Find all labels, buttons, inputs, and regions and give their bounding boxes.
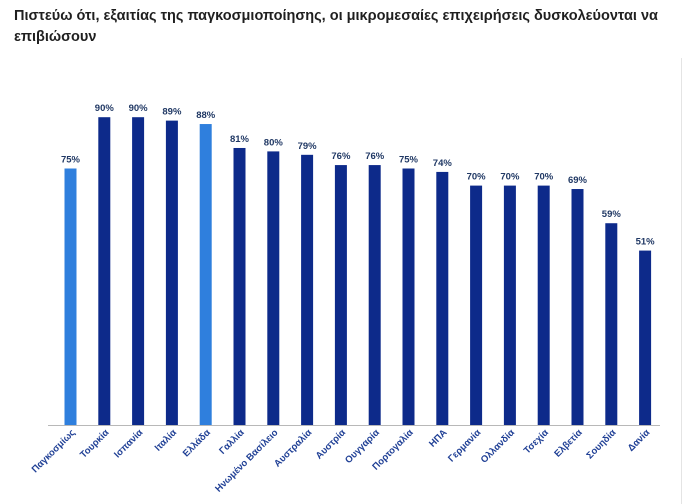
data-label: 76% [331,151,351,162]
data-label: 88% [196,110,216,121]
bar [64,168,77,425]
bar [233,147,246,426]
data-label: 81% [230,134,250,145]
bar [199,124,212,425]
category-label: Γαλλία [217,427,247,457]
category-label: Παγκοσμίως [30,427,78,475]
bar [368,165,381,425]
bar [605,223,618,425]
category-label: Ελλάδα [181,427,213,459]
bar [334,165,347,425]
data-label: 90% [95,103,115,114]
category-label: Ισπανία [112,427,145,460]
data-label: 59% [602,209,622,220]
data-label: 69% [568,175,588,186]
bar [132,117,145,425]
category-label: Γερμανία [446,427,483,464]
data-label: 75% [61,155,81,166]
data-label: 51% [636,237,656,248]
category-label: Ηνωμένο Βασίλειο [213,427,280,494]
bar [503,185,516,425]
bar [165,120,178,426]
category-label: Αυστρία [314,427,348,461]
data-label: 79% [298,141,318,152]
bar [267,151,280,425]
data-label: 70% [467,172,487,183]
data-label: 80% [264,137,284,148]
category-label: Ιταλία [153,427,179,453]
category-label: Τσεχία [522,427,551,456]
bar [98,117,111,425]
data-label: 70% [500,172,520,183]
bar [436,171,449,425]
chart-title: Πιστεύω ότι, εξαιτίας της παγκοσμιοποίησ… [14,8,658,45]
panel-border [681,58,682,504]
data-label: 90% [129,103,149,114]
data-label: 74% [433,158,453,169]
category-label: Ελβετία [552,427,584,459]
category-label: Δανία [626,427,653,454]
category-label: Τουρκία [78,427,111,460]
data-label: 89% [162,107,182,118]
bar [639,250,652,425]
bar [571,189,584,425]
category-label: ΗΠΑ [427,427,449,449]
bar [470,185,483,425]
bar [537,185,550,425]
category-label: Σουηδία [584,427,618,461]
data-label: 76% [365,151,385,162]
data-label: 75% [399,155,419,166]
data-label: 70% [534,172,554,183]
category-label: Ολλανδία [479,427,517,465]
bar [301,154,314,425]
bar [402,168,415,425]
